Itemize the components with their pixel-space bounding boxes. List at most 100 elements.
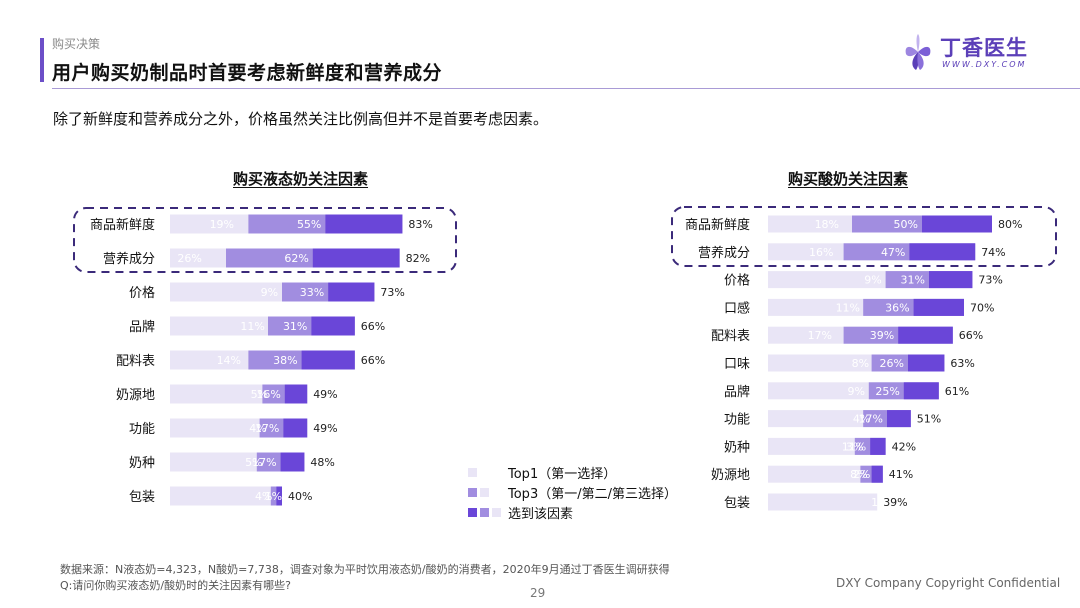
- value-label-selected: 40%: [288, 490, 312, 503]
- legend-swatch-dark: [468, 507, 477, 517]
- value-label-top1: 11%: [836, 301, 860, 314]
- value-label-top1: 3%: [846, 440, 863, 453]
- value-label-top3: 17%: [255, 422, 279, 435]
- bar-selected: [280, 452, 305, 472]
- title-divider: [52, 88, 1080, 89]
- bar-top1: [170, 486, 282, 506]
- legend-item-top1: Top1（第一选择）: [468, 462, 677, 482]
- value-label-top1: 1%: [265, 490, 282, 503]
- legend-label-selected: 选到该因素: [508, 506, 574, 522]
- value-label-top3: 4%: [255, 490, 272, 503]
- value-label-top3: 8%: [850, 468, 867, 481]
- legend-swatch-light: [468, 467, 477, 477]
- value-label-top1: 14%: [217, 354, 241, 367]
- value-label-selected: 49%: [313, 422, 337, 435]
- value-label-top3: 31%: [901, 274, 925, 287]
- legend-swatch-medium: [468, 487, 477, 497]
- value-label-selected: 73%: [380, 286, 404, 299]
- value-label-top1: 9%: [847, 385, 864, 398]
- value-label-top1: 26%: [177, 252, 201, 265]
- category-label: 营养成分: [103, 251, 155, 267]
- value-label-selected: 74%: [981, 246, 1005, 259]
- value-label-top1: 9%: [261, 286, 278, 299]
- value-label-top1: 4%: [249, 422, 266, 435]
- value-label-selected: 49%: [313, 388, 337, 401]
- category-label: 配料表: [116, 354, 155, 369]
- value-label-top3: 16%: [256, 388, 280, 401]
- bar-selected: [929, 271, 973, 289]
- logo-url: WWW.DXY.COM: [942, 60, 1027, 69]
- value-label-selected: 63%: [950, 357, 974, 370]
- category-label: 品牌: [724, 384, 750, 400]
- value-label-selected: 70%: [970, 301, 994, 314]
- category-label: 包装: [724, 496, 750, 511]
- value-label-top1: 4%: [853, 413, 870, 426]
- bar-selected: [908, 354, 945, 372]
- value-label-top1: 9%: [864, 274, 881, 287]
- category-label: 配料表: [711, 329, 750, 344]
- category-label: 奶种: [129, 456, 155, 471]
- legend-label-top3: Top3（第一/第二/第三选择）: [508, 486, 677, 502]
- bar-selected: [284, 384, 308, 404]
- page-title: 用户购买奶制品时首要考虑新鲜度和营养成分: [52, 62, 443, 84]
- value-label-top1: 16%: [809, 246, 833, 259]
- value-label-top3: 17%: [252, 456, 276, 469]
- value-label-top3: 38%: [273, 354, 297, 367]
- value-label-selected: 66%: [361, 320, 385, 333]
- category-label: 价格: [724, 273, 750, 289]
- value-label-top3: 25%: [875, 385, 899, 398]
- category-label: 功能: [129, 422, 155, 437]
- dxy-logo: 丁香医生 WWW.DXY.COM: [900, 30, 1040, 76]
- data-source-note: 数据来源：N液态奶=4,323，N酸奶=7,738，调查对象为平时饮用液态奶/酸…: [60, 563, 670, 576]
- bar-selected: [922, 215, 992, 233]
- category-label: 奶源地: [116, 388, 155, 403]
- value-label-top3: 33%: [300, 286, 324, 299]
- highlight-box: [73, 207, 457, 273]
- value-label-top3: 17%: [859, 413, 883, 426]
- legend-swatch-medium: [480, 507, 489, 517]
- value-label-top3: 39%: [870, 329, 894, 342]
- bar-top1: [768, 493, 878, 511]
- value-label-selected: 39%: [883, 496, 907, 509]
- highlight-box: [671, 206, 1057, 267]
- category-label: 功能: [724, 413, 750, 428]
- bar-selected: [870, 437, 886, 455]
- category-label: 商品新鲜度: [90, 217, 155, 233]
- value-label-top1: 5%: [251, 388, 268, 401]
- bar-top1: [768, 465, 883, 483]
- category-label: 口感: [724, 300, 750, 316]
- copyright-notice: DXY Company Copyright Confidential: [836, 576, 1061, 590]
- category-label: 营养成分: [698, 245, 750, 261]
- subtitle: 除了新鲜度和营养成分之外，价格虽然关注比例高但并不是首要考虑因素。: [53, 110, 549, 128]
- value-label-top1: 8%: [852, 357, 869, 370]
- value-label-selected: 48%: [310, 456, 334, 469]
- value-label-selected: 80%: [998, 218, 1022, 231]
- value-label-selected: 66%: [361, 354, 385, 367]
- chart-title-liquid-milk: 购买液态奶关注因素: [233, 170, 369, 188]
- bar-selected: [871, 465, 883, 483]
- category-label: 包装: [129, 490, 155, 505]
- bar-selected: [898, 326, 953, 344]
- value-label-top1: 19%: [210, 218, 234, 231]
- bar-selected: [903, 382, 939, 400]
- value-label-top1: 2%: [853, 468, 870, 481]
- legend-item-top3: Top3（第一/第二/第三选择）: [468, 482, 677, 502]
- footnote: 数据来源：N液态奶=4,323，N酸奶=7,738，调查对象为平时饮用液态奶/酸…: [60, 562, 670, 594]
- value-label-selected: 73%: [978, 274, 1002, 287]
- chart-title-yogurt: 购买酸奶关注因素: [788, 170, 909, 188]
- value-label-top3: 55%: [297, 218, 321, 231]
- section-label: 购买决策: [52, 37, 101, 51]
- bar-selected: [312, 248, 400, 268]
- bar-selected: [328, 282, 375, 302]
- value-label-top1: 17%: [808, 329, 832, 342]
- value-label-top3: 62%: [284, 252, 308, 265]
- category-label: 品牌: [129, 319, 155, 335]
- value-label-selected: 82%: [406, 252, 430, 265]
- category-label: 奶种: [724, 440, 750, 455]
- bar-selected: [325, 214, 403, 234]
- value-label-top3: 11%: [842, 440, 866, 453]
- title-accent-bar: [40, 38, 44, 82]
- value-label-selected: 41%: [889, 468, 913, 481]
- category-label: 商品新鲜度: [685, 217, 750, 233]
